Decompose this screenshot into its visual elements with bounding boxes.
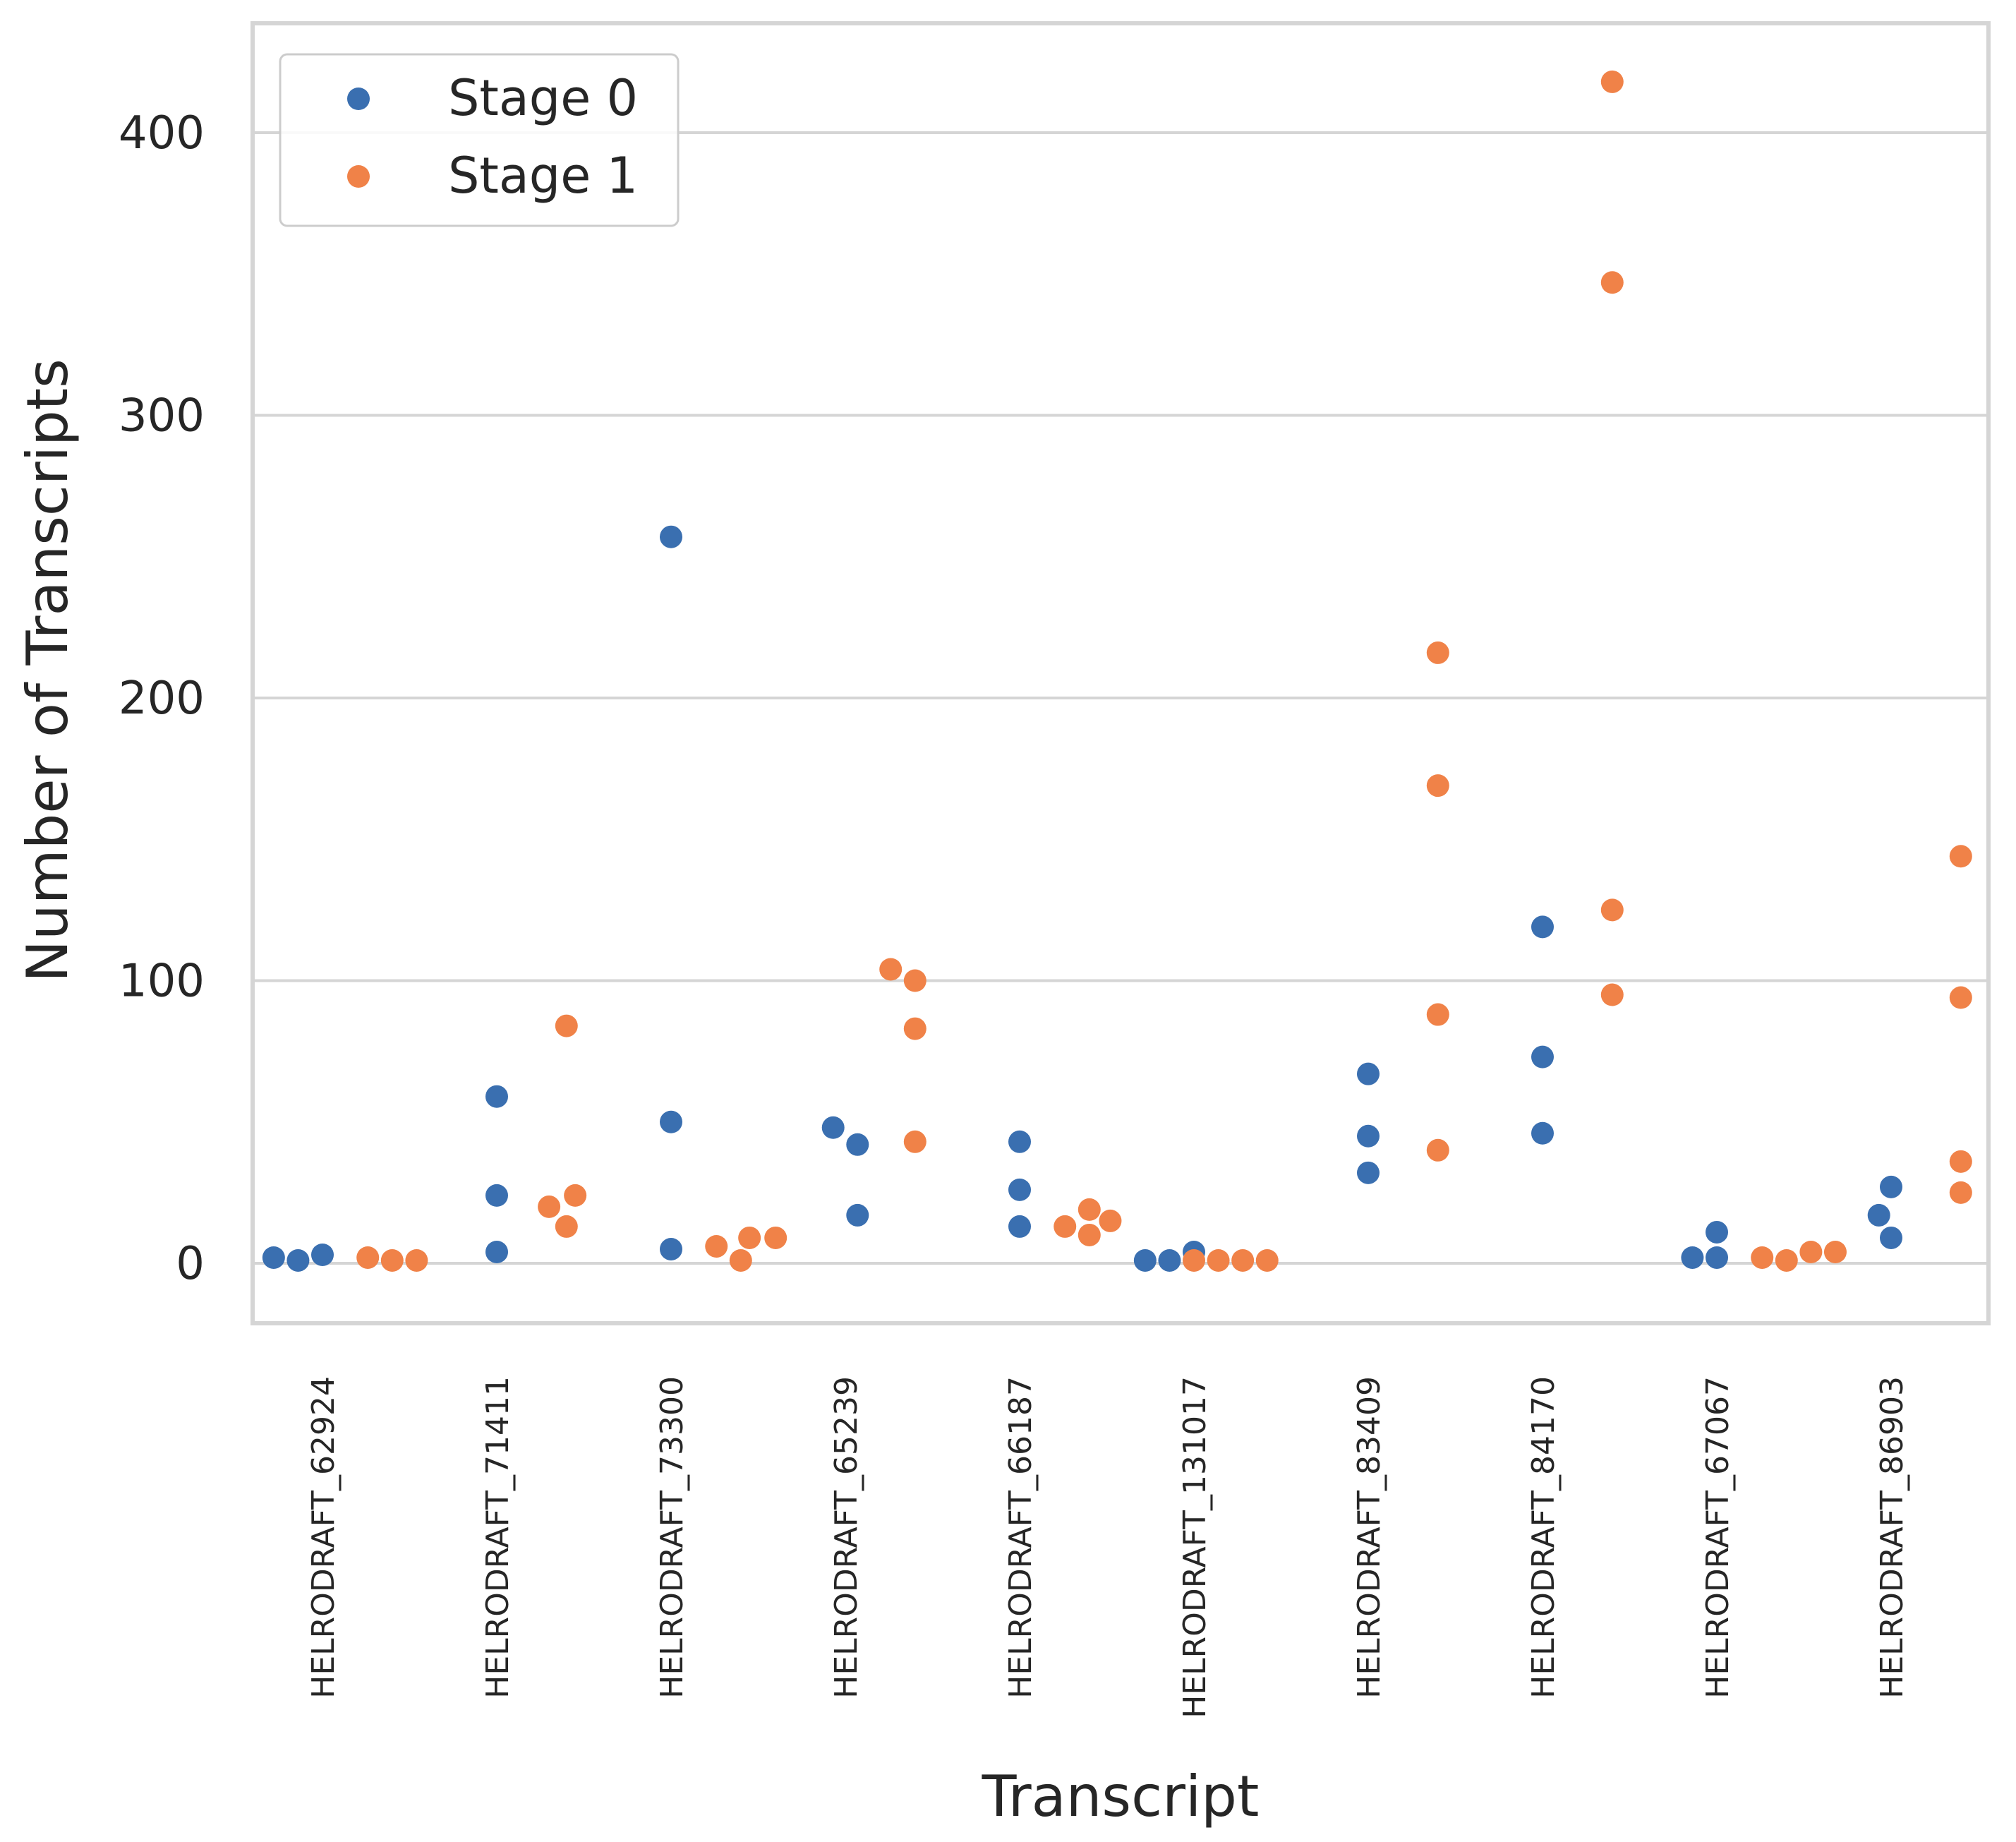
data-point-stage-0	[1867, 1203, 1890, 1227]
x-tick-label: HELRODRAFT_71411	[480, 1376, 516, 1699]
data-point-stage-1	[1078, 1198, 1101, 1221]
data-point-stage-1	[1799, 1240, 1823, 1263]
data-point-stage-0	[311, 1243, 334, 1266]
data-point-stage-0	[1357, 1124, 1380, 1148]
data-point-stage-1	[1600, 898, 1624, 922]
data-point-stage-0	[1008, 1178, 1031, 1201]
data-point-stage-0	[1531, 1121, 1554, 1145]
data-point-stage-1	[1600, 271, 1624, 294]
x-axis-label: Transcript	[982, 1764, 1260, 1829]
data-point-stage-1	[1231, 1248, 1255, 1272]
data-point-stage-0	[1531, 915, 1554, 939]
data-point-stage-1	[405, 1248, 428, 1272]
legend-box	[279, 53, 680, 227]
y-tick-labels: 0 100 200 300 400	[119, 107, 205, 1290]
legend-label-stage-1: Stage 1	[448, 147, 638, 205]
data-point-stage-1	[1823, 1240, 1847, 1263]
data-point-stage-0	[1008, 1215, 1031, 1238]
data-point-stage-0	[1706, 1246, 1728, 1269]
data-point-stage-1	[1426, 1003, 1449, 1026]
grid-lines	[253, 131, 1988, 1265]
data-point-stage-0	[286, 1248, 310, 1272]
data-points	[262, 70, 1972, 1272]
data-point-stage-0	[821, 1116, 845, 1139]
data-point-stage-0	[660, 525, 682, 548]
x-tick-label: HELRODRAFT_131017	[1177, 1376, 1213, 1718]
x-tick-label: HELRODRAFT_86903	[1874, 1376, 1910, 1699]
data-point-stage-1	[1949, 1150, 1972, 1173]
data-point-stage-1	[538, 1195, 561, 1218]
data-point-stage-1	[1255, 1248, 1279, 1272]
data-point-stage-1	[1054, 1215, 1077, 1238]
x-tick-label: HELRODRAFT_62924	[306, 1376, 342, 1699]
data-point-stage-0	[485, 1085, 508, 1108]
data-point-stage-1	[1099, 1209, 1122, 1232]
data-point-stage-1	[738, 1226, 761, 1249]
data-point-stage-0	[1706, 1220, 1728, 1244]
data-point-stage-0	[1681, 1246, 1704, 1269]
data-point-stage-0	[1158, 1248, 1181, 1272]
data-point-stage-1	[564, 1184, 587, 1207]
data-point-stage-0	[660, 1110, 682, 1133]
data-point-stage-1	[1775, 1248, 1798, 1272]
data-point-stage-1	[356, 1246, 380, 1269]
legend-label-stage-0: Stage 0	[448, 69, 638, 127]
y-tick-label: 100	[119, 956, 205, 1008]
legend-marker-stage-0	[347, 88, 370, 110]
data-point-stage-1	[555, 1014, 578, 1037]
data-point-stage-1	[729, 1248, 752, 1272]
data-point-stage-0	[1133, 1248, 1157, 1272]
data-point-stage-0	[846, 1133, 869, 1156]
x-tick-label: HELRODRAFT_66187	[1003, 1376, 1039, 1699]
data-point-stage-1	[1600, 983, 1624, 1006]
data-point-stage-1	[1426, 641, 1449, 664]
data-point-stage-1	[1183, 1248, 1205, 1272]
data-point-stage-1	[1426, 1138, 1449, 1162]
y-tick-label: 400	[119, 107, 205, 159]
data-point-stage-1	[903, 969, 926, 992]
plot-frame	[251, 21, 1991, 1325]
data-point-stage-1	[879, 958, 903, 981]
x-tick-label: HELRODRAFT_84170	[1526, 1376, 1562, 1699]
data-point-stage-0	[660, 1237, 682, 1260]
y-tick-label: 200	[119, 673, 205, 725]
data-point-stage-1	[903, 1017, 926, 1040]
data-point-stage-0	[1008, 1130, 1031, 1153]
y-tick-label: 0	[176, 1238, 205, 1290]
data-point-stage-0	[1357, 1062, 1380, 1085]
data-point-stage-0	[262, 1246, 285, 1269]
data-point-stage-0	[1357, 1161, 1380, 1184]
data-point-stage-1	[1949, 845, 1972, 868]
data-point-stage-0	[485, 1240, 508, 1263]
data-point-stage-0	[485, 1184, 508, 1207]
data-point-stage-0	[1880, 1226, 1902, 1249]
data-point-stage-1	[380, 1248, 404, 1272]
data-point-stage-1	[764, 1226, 787, 1249]
data-point-stage-1	[705, 1234, 728, 1258]
data-point-stage-1	[1751, 1246, 1774, 1269]
data-point-stage-0	[846, 1203, 869, 1227]
data-point-stage-1	[1426, 774, 1449, 797]
data-point-stage-1	[1207, 1248, 1230, 1272]
legend-marker-stage-1	[347, 165, 370, 188]
x-tick-label: HELRODRAFT_65239	[828, 1376, 864, 1699]
data-point-stage-1	[1949, 1181, 1972, 1204]
data-point-stage-0	[1880, 1175, 1902, 1198]
y-axis-label: Number of Transcripts	[15, 359, 80, 982]
x-tick-label: HELRODRAFT_67067	[1700, 1376, 1736, 1699]
data-point-stage-1	[1949, 986, 1972, 1009]
data-point-stage-1	[1600, 70, 1624, 93]
data-point-stage-1	[903, 1130, 926, 1153]
x-tick-label: HELRODRAFT_83409	[1351, 1376, 1387, 1699]
legend: Stage 0 Stage 1	[279, 53, 680, 227]
data-point-stage-1	[1078, 1223, 1101, 1246]
data-point-stage-1	[555, 1215, 578, 1238]
y-tick-label: 300	[119, 390, 205, 443]
data-point-stage-0	[1531, 1045, 1554, 1069]
x-tick-label: HELRODRAFT_73300	[654, 1376, 690, 1699]
x-tick-labels: HELRODRAFT_62924 HELRODRAFT_71411 HELRODRA…	[306, 1376, 1910, 1718]
